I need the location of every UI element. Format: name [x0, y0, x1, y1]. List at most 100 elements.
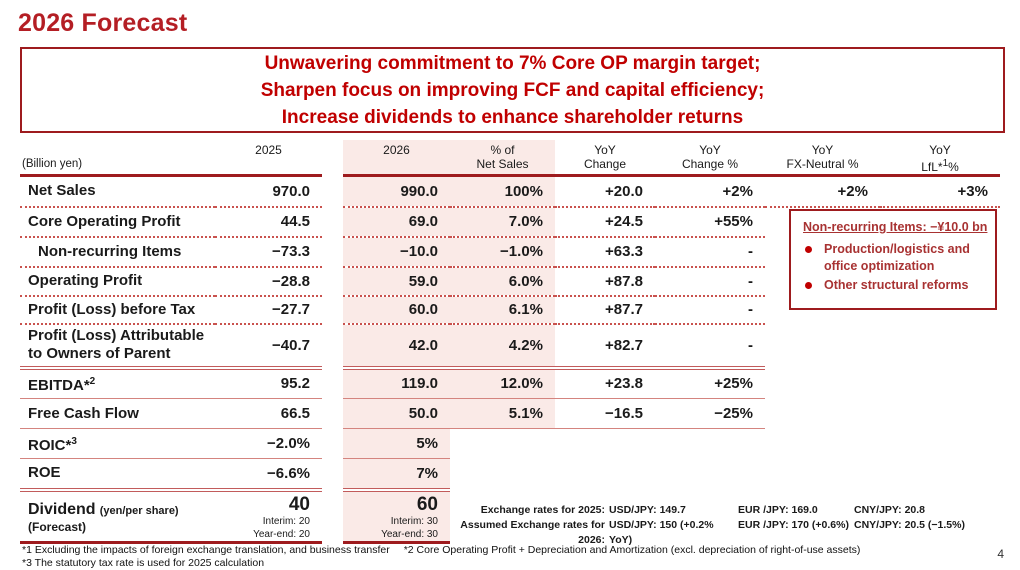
cell-yoy: +87.7	[555, 295, 655, 325]
table-row-non-recurring: Non-recurring Items −73.3 −10.0 −1.0% +6…	[20, 236, 1000, 268]
cell-fx	[765, 399, 880, 429]
forecast-table: (Billion yen) 2025 2026 % of Net Sales Y…	[20, 140, 1000, 544]
page-number: 4	[997, 547, 1004, 561]
cell-2026: 69.0	[343, 206, 450, 238]
col-header-yoy-fx-neutral: YoY FX-Neutral %	[765, 140, 880, 177]
footnote-2: *2 Core Operating Profit + Depreciation …	[403, 544, 861, 556]
row-label-dividend: Dividend (yen/per share) (Forecast)	[20, 489, 215, 544]
cell-2025: −27.7	[215, 295, 322, 325]
key-message-box: Unwavering commitment to 7% Core OP marg…	[20, 47, 1005, 133]
cell-yoy-pct: -	[655, 323, 765, 370]
cell-yoy-pct: -	[655, 266, 765, 297]
table-row-ebitda: EBITDA*2 95.2 119.0 12.0% +23.8 +25%	[20, 367, 1000, 399]
forecast-table-grid: (Billion yen) 2025 2026 % of Net Sales Y…	[20, 140, 1000, 544]
non-recurring-bullet: Other structural reforms	[803, 277, 987, 294]
cell-lfl	[880, 459, 1000, 490]
row-label: Free Cash Flow	[20, 398, 215, 429]
cell-2025: −73.3	[215, 236, 322, 268]
non-recurring-bullet: Production/logistics and office optimiza…	[803, 241, 987, 275]
cell-lfl	[880, 429, 1000, 459]
row-label: ROIC*3	[20, 428, 215, 459]
cell-yoy-pct: −25%	[655, 398, 765, 429]
col-header-2025: 2025	[215, 140, 322, 177]
col-header-2026: 2026	[343, 140, 450, 177]
cell-2026: 42.0	[343, 323, 450, 370]
exchange-rates-block: Exchange rates for 2025: USD/JPY: 149.7 …	[450, 503, 965, 548]
col-header-yoy-change-pct: YoY Change %	[655, 140, 765, 177]
cell-2025: 66.5	[215, 398, 322, 429]
cell-2025: 970.0	[215, 175, 322, 208]
cell-pct: 12.0%	[450, 367, 555, 399]
cell-yoy: −16.5	[555, 398, 655, 429]
cell-pct: −1.0%	[450, 236, 555, 268]
cell-2025: −40.7	[215, 323, 322, 370]
cell-dividend-2025: 40 Interim: 20 Year-end: 20	[215, 489, 322, 544]
cell-pct	[450, 459, 555, 490]
cell-2026: 60.0	[343, 295, 450, 325]
row-label: EBITDA*2	[20, 367, 215, 399]
col-header-unit: (Billion yen)	[20, 140, 215, 177]
table-row-free-cash-flow: Free Cash Flow 66.5 50.0 5.1% −16.5 −25%	[20, 398, 1000, 429]
cell-2025: −2.0%	[215, 428, 322, 459]
cell-fx	[765, 324, 880, 368]
cell-2026: −10.0	[343, 236, 450, 268]
cell-yoy-pct: -	[655, 236, 765, 268]
bullet-dot-icon	[805, 282, 812, 289]
cell-yoy: +23.8	[555, 367, 655, 399]
row-label: Profit (Loss) Attributable to Owners of …	[20, 323, 215, 370]
cell-2026: 7%	[343, 458, 450, 492]
cell-pct: 4.2%	[450, 323, 555, 370]
table-row-roic: ROIC*3 −2.0% 5%	[20, 428, 1000, 459]
key-message-line: Sharpen focus on improving FCF and capit…	[260, 79, 765, 101]
key-message-line: Increase dividends to enhance shareholde…	[281, 106, 744, 128]
row-label: Profit (Loss) before Tax	[20, 295, 215, 325]
cell-yoy: +87.8	[555, 266, 655, 297]
footnote-3: *3 The statutory tax rate is used for 20…	[22, 557, 265, 569]
row-label: Core Operating Profit	[20, 206, 215, 238]
cell-fx	[765, 429, 880, 459]
cell-2025: 44.5	[215, 206, 322, 238]
cell-pct: 6.0%	[450, 266, 555, 297]
column-gap	[322, 140, 343, 176]
cell-pct: 5.1%	[450, 398, 555, 429]
cell-yoy-pct	[655, 459, 765, 490]
row-label: Non-recurring Items	[20, 236, 215, 268]
cell-2026: 59.0	[343, 266, 450, 297]
cell-fx	[765, 459, 880, 490]
row-label: Operating Profit	[20, 266, 215, 297]
cell-2026: 50.0	[343, 398, 450, 429]
cell-yoy: +63.3	[555, 236, 655, 268]
cell-2025: 95.2	[215, 367, 322, 399]
cell-yoy: +82.7	[555, 323, 655, 370]
non-recurring-title: Non-recurring Items: −¥10.0 bn	[803, 220, 988, 234]
exchange-rate-row-2026: Assumed Exchange rates for 2026: USD/JPY…	[460, 519, 965, 546]
table-row-roe: ROE −6.6% 7%	[20, 458, 1000, 492]
cell-yoy-pct: +2%	[655, 175, 765, 208]
cell-pct: 6.1%	[450, 295, 555, 325]
cell-dividend-2026: 60 Interim: 30 Year-end: 30	[343, 489, 450, 544]
cell-yoy-pct: +55%	[655, 206, 765, 238]
non-recurring-items-callout: Non-recurring Items: −¥10.0 bn Productio…	[789, 209, 997, 310]
table-row-profit-before-tax: Profit (Loss) before Tax −27.7 60.0 6.1%…	[20, 295, 1000, 325]
col-header-yoy-change: YoY Change	[555, 140, 655, 177]
footnotes: *1 Excluding the impacts of foreign exch…	[22, 544, 860, 570]
cell-2025: −28.8	[215, 266, 322, 297]
cell-yoy-pct: +25%	[655, 367, 765, 399]
key-message-line: Unwavering commitment to 7% Core OP marg…	[264, 52, 761, 74]
cell-lfl	[880, 324, 1000, 368]
table-row-dividend: Dividend (yen/per share) (Forecast) 40 I…	[20, 489, 1000, 544]
row-label: ROE	[20, 458, 215, 492]
table-row-profit-attributable: Profit (Loss) Attributable to Owners of …	[20, 323, 1000, 370]
cell-2026: 119.0	[343, 367, 450, 399]
footnote-line-1: *1 Excluding the impacts of foreign exch…	[22, 544, 860, 557]
bullet-dot-icon	[805, 246, 812, 253]
cell-yoy-pct	[655, 429, 765, 459]
cell-pct: 7.0%	[450, 206, 555, 238]
cell-yoy-pct: -	[655, 295, 765, 325]
footnote-1: *1 Excluding the impacts of foreign exch…	[22, 544, 390, 556]
cell-yoy: +20.0	[555, 175, 655, 208]
cell-pct	[450, 429, 555, 459]
cell-lfl: +3%	[880, 175, 1000, 208]
col-header-pct-net-sales: % of Net Sales	[450, 140, 555, 177]
